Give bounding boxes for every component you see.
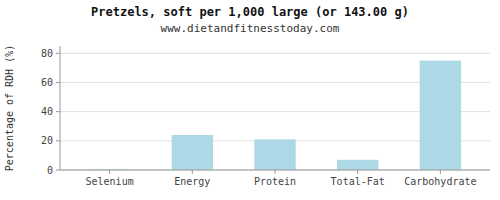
bar xyxy=(254,139,295,170)
subtitle: www.dietandfitnesstoday.com xyxy=(161,22,340,35)
tick-mark xyxy=(357,170,358,174)
y-axis-label: Percentage of RDH (%) xyxy=(4,45,15,171)
category-label: Energy xyxy=(174,176,210,187)
bar xyxy=(337,160,378,170)
x-axis: Selenium Energy Protein Total-Fat Carbohydra… xyxy=(86,170,477,187)
tick-label: 20 xyxy=(41,135,53,146)
chart: Pretzels, soft per 1,000 large (or 143.0… xyxy=(0,0,500,200)
tick-label: 40 xyxy=(41,106,53,117)
title: Pretzels, soft per 1,000 large (or 143.0… xyxy=(91,5,409,19)
y-axis-line xyxy=(60,46,61,170)
category-label: Selenium xyxy=(86,176,134,187)
tick-mark xyxy=(192,170,193,174)
tick-mark xyxy=(440,170,441,174)
bar xyxy=(420,61,461,170)
tick-mark xyxy=(56,82,60,83)
page: {"chart_data": {"type": "bar", "title": … xyxy=(0,0,500,200)
tick-mark xyxy=(56,140,60,141)
tick-mark xyxy=(56,53,60,54)
tick-label: 80 xyxy=(41,48,53,59)
tick-label: 0 xyxy=(47,165,53,176)
category-label: Carbohydrate xyxy=(404,176,476,187)
bar xyxy=(172,135,213,170)
tick-label: 60 xyxy=(41,77,53,88)
tick-mark xyxy=(275,170,276,174)
grid-line xyxy=(60,53,490,54)
tick-mark xyxy=(109,170,110,174)
bars xyxy=(89,61,461,170)
category-label: Protein xyxy=(254,176,296,187)
tick-mark xyxy=(56,111,60,112)
tick-mark xyxy=(56,170,60,171)
category-label: Total-Fat xyxy=(331,176,385,187)
y-axis: 0 20 40 60 80 xyxy=(41,48,490,176)
